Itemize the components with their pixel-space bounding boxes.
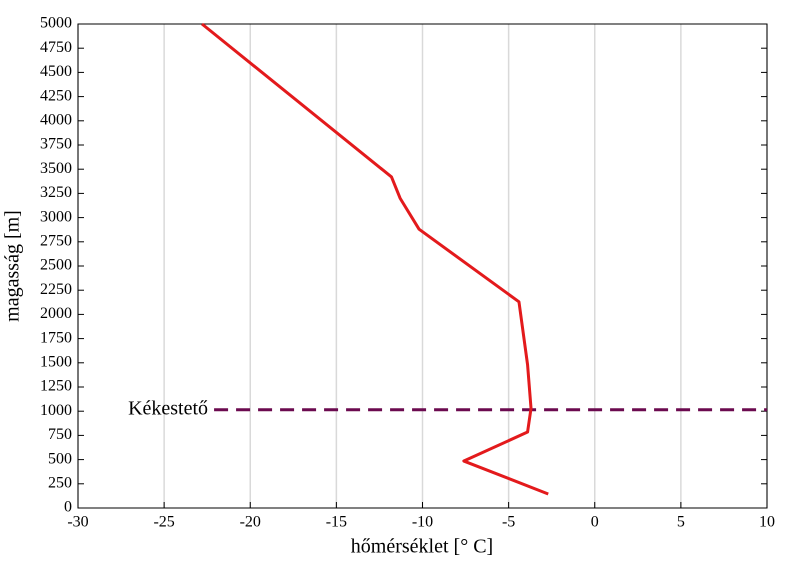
y-tick-label: 750 [48,426,72,443]
y-tick-label: 2250 [40,281,72,298]
y-tick-label: 0 [64,499,72,516]
data-line [201,22,549,496]
x-tick-label: -25 [153,514,174,531]
y-tick-label: 5000 [40,15,72,32]
y-axis-label: magasság [m] [2,210,24,322]
y-tick-label: 4250 [40,87,72,104]
x-tick-label: 10 [759,514,775,531]
y-tick-label: 4750 [40,39,72,56]
y-tick-label: 500 [48,450,72,467]
y-tick-label: 1750 [40,329,72,346]
x-tick-label: -30 [67,514,88,531]
x-axis-label: hőmérséklet [° C] [351,536,493,558]
x-tick-label: -5 [502,514,515,531]
x-tick-label: 5 [677,514,685,531]
y-tick-label: 3750 [40,136,72,153]
y-tick-label: 4000 [40,111,72,128]
y-tick-label: 2500 [40,257,72,274]
y-tick-label: 1250 [40,378,72,395]
y-tick-label: 1000 [40,402,72,419]
y-tick-label: 1500 [40,353,72,370]
y-tick-label: 250 [48,474,72,491]
x-tick-label: 0 [591,514,599,531]
y-tick-label: 3500 [40,160,72,177]
x-tick-label: -10 [412,514,433,531]
y-tick-label: 3000 [40,208,72,225]
x-tick-label: -20 [240,514,261,531]
x-tick-label: -15 [326,514,347,531]
y-tick-label: 3250 [40,184,72,201]
reference-label: Kékestető [128,397,208,419]
y-tick-label: 2750 [40,232,72,249]
plot-frame [77,23,768,509]
y-tick-label: 4500 [40,63,72,80]
y-tick-label: 2000 [40,305,72,322]
